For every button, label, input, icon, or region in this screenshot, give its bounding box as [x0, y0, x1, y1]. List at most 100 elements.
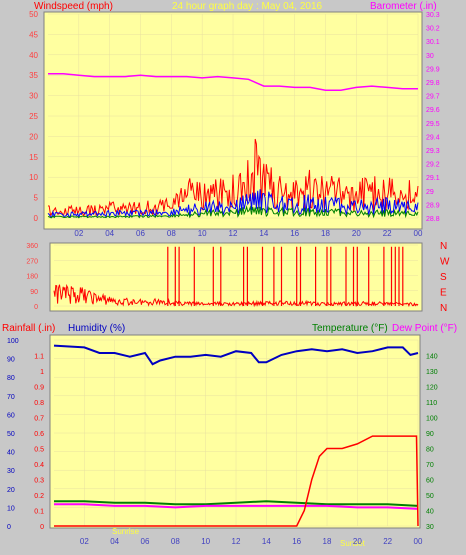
wind-series-wind_low	[47, 205, 419, 219]
humidity-y-tick: 60	[7, 412, 15, 419]
rain-x-tick: 02	[80, 537, 89, 546]
rain-x-tick: 00	[414, 537, 423, 546]
rain-x-tick: 10	[201, 537, 210, 546]
direction-y-tick: 180	[26, 274, 38, 281]
barometer-y-tick: 30	[426, 53, 434, 60]
barometer-y-tick: 30.3	[426, 12, 440, 19]
wind-x-tick: 02	[74, 229, 83, 238]
rain-x-tick: 18	[323, 537, 332, 546]
wind-x-tick: 16	[290, 229, 299, 238]
humidity-y-tick: 20	[7, 487, 15, 494]
rain-panel	[49, 334, 421, 529]
rainfall-y-tick: 0.1	[34, 509, 44, 516]
wind-y-tick: 25	[29, 112, 38, 121]
humidity-y-tick: 0	[7, 524, 11, 531]
wind-x-tick: 04	[105, 229, 114, 238]
temperature-line	[54, 500, 419, 507]
rainfall-y-tick: 0.2	[34, 493, 44, 500]
rainfall-y-tick: 1	[40, 369, 44, 376]
rainfall-y-tick: 0.6	[34, 431, 44, 438]
temperature-y-tick: 120	[426, 385, 438, 392]
graph-title: 24 hour graph day : May 04, 2016	[172, 1, 323, 12]
direction-y-tick: 0	[34, 304, 38, 311]
temperature-y-tick: 50	[426, 493, 434, 500]
wind-y-tick: 5	[34, 194, 39, 203]
sunset-label: Sunset	[340, 539, 366, 548]
barometer-y-tick: 30.1	[426, 39, 440, 46]
wind-x-tick: 00	[414, 229, 423, 238]
rain-x-tick: 14	[262, 537, 271, 546]
wind-x-tick: 08	[167, 229, 176, 238]
direction-letter: S	[440, 272, 447, 283]
barometer-y-tick: 29.5	[426, 121, 440, 128]
barometer-line	[48, 73, 418, 91]
wind-series-gust	[47, 138, 419, 218]
humidity-axis-title: Humidity (%)	[68, 323, 125, 334]
rainfall-line	[54, 435, 419, 527]
humidity-y-tick: 50	[7, 431, 15, 438]
wind-x-tick: 12	[229, 229, 238, 238]
chart-marks: 0510152025303540455028.828.92929.129.229…	[7, 10, 440, 546]
humidity-line	[53, 344, 419, 366]
wind-y-tick: 35	[29, 71, 38, 80]
rain-x-tick: 22	[383, 537, 392, 546]
rain-x-tick: 20	[353, 537, 362, 546]
barometer-y-tick: 29.4	[426, 134, 440, 141]
barometer-y-tick: 28.8	[426, 216, 440, 223]
rainfall-y-tick: 0.9	[34, 385, 44, 392]
temperature-y-tick: 100	[426, 416, 438, 423]
temperature-y-tick: 140	[426, 354, 438, 361]
wind-y-tick: 45	[29, 30, 38, 39]
rainfall-y-tick: 0.8	[34, 400, 44, 407]
direction-letter: N	[440, 241, 447, 252]
temperature-y-tick: 60	[426, 478, 434, 485]
wind-x-tick: 10	[198, 229, 207, 238]
wind-y-tick: 15	[29, 153, 38, 162]
temperature-y-tick: 110	[426, 400, 437, 407]
barometer-y-tick: 29	[426, 189, 434, 196]
temperature-y-tick: 130	[426, 369, 438, 376]
humidity-y-tick: 40	[7, 450, 15, 457]
wind-y-tick: 0	[34, 214, 39, 223]
barometer-y-tick: 29.3	[426, 148, 440, 155]
wind-y-tick: 50	[29, 10, 38, 19]
rainfall-y-tick: 0.4	[34, 462, 44, 469]
barometer-axis-title: Barometer (.in)	[370, 1, 437, 12]
dewpoint-axis-title: Dew Point (°F)	[392, 323, 457, 334]
windspeed-axis-title: Windspeed (mph)	[34, 1, 113, 12]
rainfall-y-tick: 0.3	[34, 478, 44, 485]
humidity-y-tick: 70	[7, 394, 15, 401]
wind-x-tick: 06	[136, 229, 145, 238]
wind-x-tick: 18	[321, 229, 330, 238]
direction-letter: W	[440, 257, 450, 268]
rain-x-tick: 04	[110, 537, 119, 546]
rainfall-y-tick: 1.1	[34, 354, 44, 361]
wind-y-tick: 20	[29, 132, 38, 141]
rain-x-tick: 08	[171, 537, 180, 546]
rainfall-y-tick: 0.7	[34, 416, 44, 423]
direction-letter: N	[440, 303, 447, 314]
barometer-y-tick: 29.1	[426, 175, 440, 182]
direction-y-tick: 90	[30, 289, 38, 296]
wind-y-tick: 40	[29, 51, 38, 60]
temperature-y-tick: 30	[426, 524, 434, 531]
humidity-y-tick: 90	[7, 357, 15, 364]
direction-y-tick: 270	[26, 258, 38, 265]
humidity-y-tick: 10	[7, 505, 15, 512]
humidity-y-tick: 30	[7, 468, 15, 475]
direction-north-spikes	[167, 246, 404, 306]
temperature-y-tick: 70	[426, 462, 434, 469]
wind-x-tick: 22	[383, 229, 392, 238]
direction-y-tick: 360	[26, 243, 38, 250]
temperature-y-tick: 40	[426, 509, 434, 516]
barometer-y-tick: 30.2	[426, 26, 440, 33]
direction-letter: E	[440, 288, 447, 299]
temperature-axis-title: Temperature (°F)	[312, 323, 388, 334]
wind-series-wind_avg	[47, 189, 419, 219]
barometer-y-tick: 29.9	[426, 66, 440, 73]
temperature-y-tick: 90	[426, 431, 434, 438]
dewpoint-line	[54, 503, 419, 510]
humidity-y-tick: 80	[7, 375, 15, 382]
